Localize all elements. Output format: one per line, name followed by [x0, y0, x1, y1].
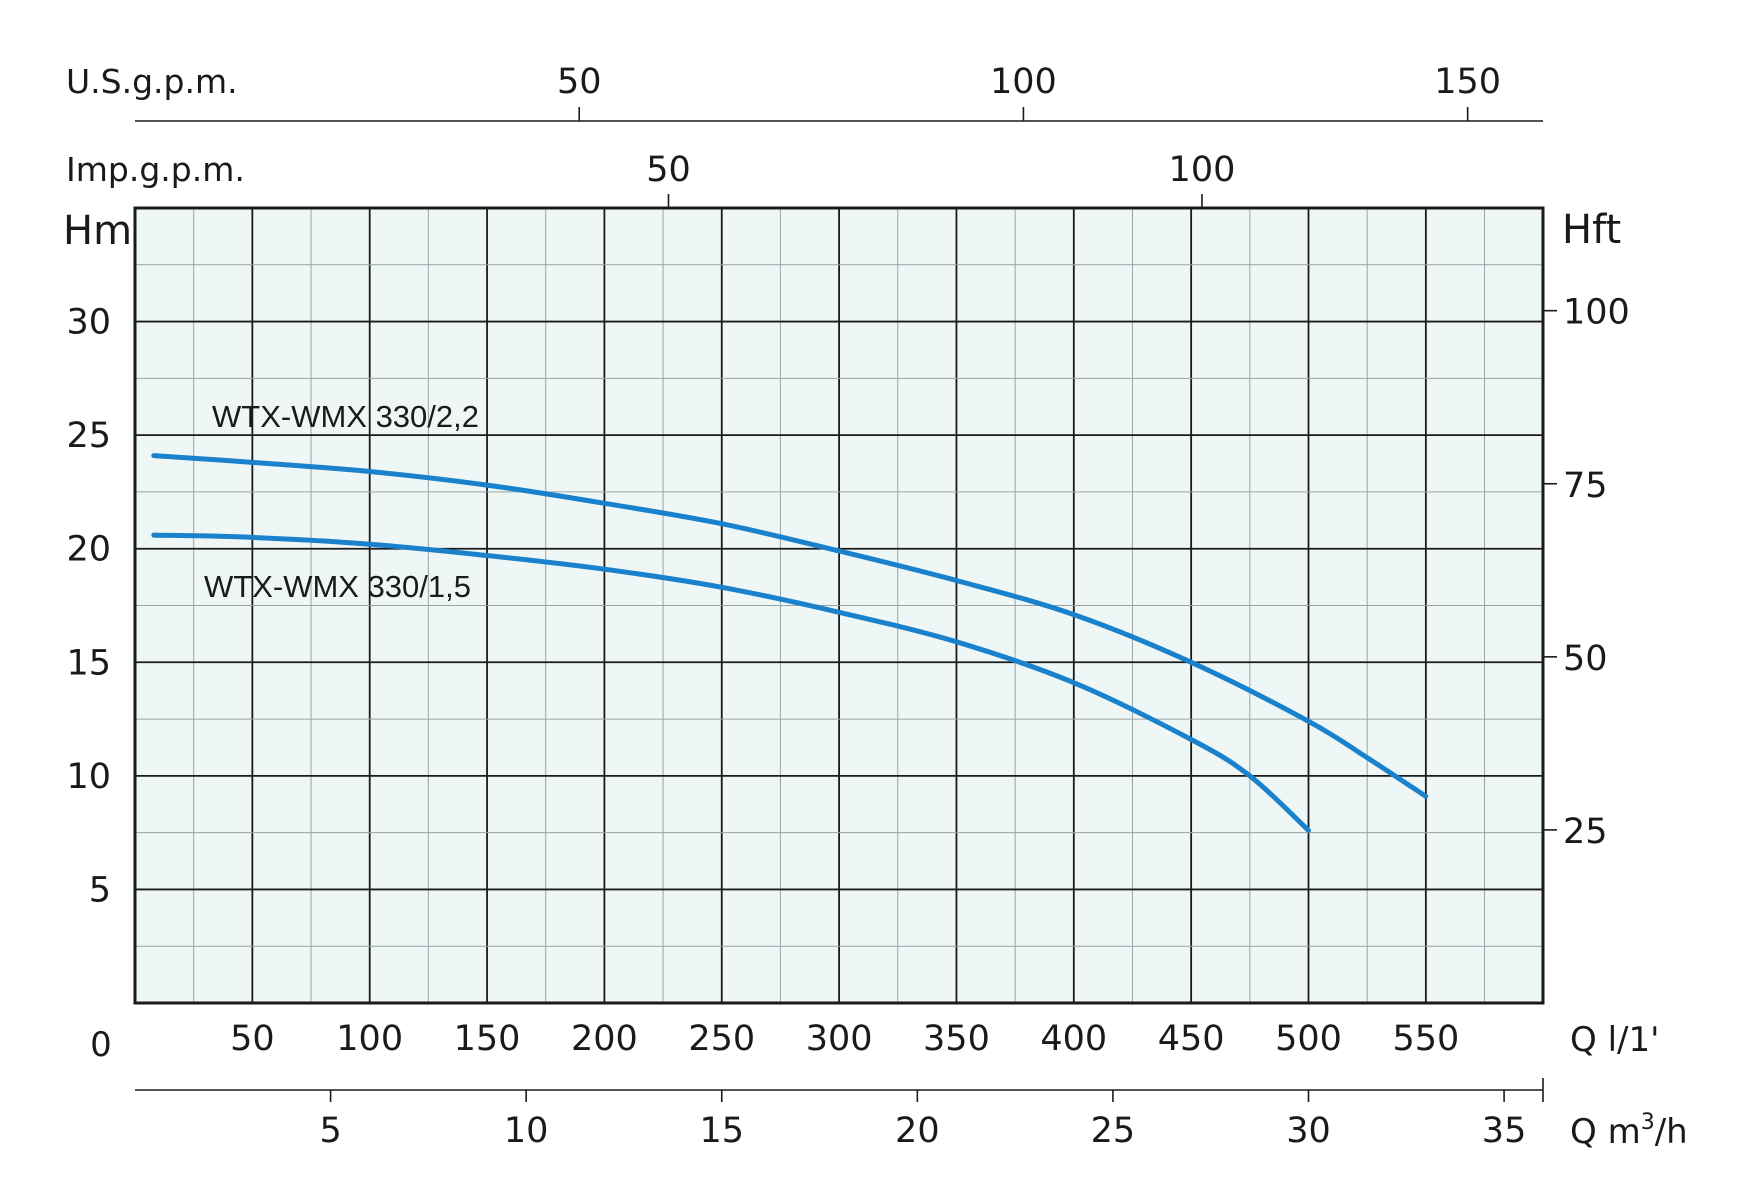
performance-curve-1 [151, 453, 1429, 799]
plot-frame [133, 206, 1545, 1005]
series-label-330-1-5: WTX-WMX 330/1,5 [204, 569, 471, 604]
m3h-tick-label: 5 [319, 1111, 341, 1151]
usgpm-tick-label: 50 [557, 62, 602, 102]
series-label-330-2-2: WTX-WMX 330/2,2 [212, 399, 479, 434]
top-usgpm-unit-label: U.S.g.p.m. [66, 62, 238, 101]
x-tick-label-lmin: 400 [1040, 1019, 1107, 1059]
m3h-unit-tail: /h [1655, 1112, 1688, 1152]
y-tick-label-hm: 10 [66, 757, 111, 797]
x-tick-label-lmin: 350 [923, 1019, 990, 1059]
origin-label: 0 [90, 1025, 112, 1065]
performance-curve-2 [151, 532, 1311, 833]
y-tick-label-hm: 20 [66, 530, 111, 570]
m3h-tick-label: 35 [1482, 1111, 1527, 1151]
curves [151, 453, 1429, 833]
bottom-secondary-unit-label: Q m3/h [1570, 1110, 1688, 1152]
x-tick-label-lmin: 150 [454, 1019, 521, 1059]
right-axis-unit-label: Hft [1562, 207, 1621, 253]
x-tick-label-lmin: 500 [1275, 1019, 1342, 1059]
m3h-unit-main: Q m [1570, 1112, 1641, 1152]
left-axis-unit-label: Hm [63, 208, 132, 254]
x-tick-label-lmin: 100 [336, 1019, 403, 1059]
m3h-unit-superscript: 3 [1641, 1110, 1655, 1135]
y-tick-label-hm: 25 [66, 416, 111, 456]
x-tick-label-lmin: 300 [806, 1019, 873, 1059]
x-tick-label-lmin: 550 [1392, 1019, 1459, 1059]
m3h-tick-label: 25 [1091, 1111, 1136, 1151]
y-tick-label-hft: 100 [1563, 293, 1630, 333]
m3h-tick-label: 10 [504, 1111, 549, 1151]
impgpm-tick-label: 50 [646, 150, 691, 190]
y-tick-label-hm: 5 [89, 870, 111, 910]
bottom-primary-unit-label: Q l/1' [1570, 1020, 1659, 1060]
m3h-tick-label: 15 [699, 1111, 744, 1151]
x-tick-label-lmin: 250 [688, 1019, 755, 1059]
top-impgpm-unit-label: Imp.g.p.m. [66, 150, 245, 189]
y-tick-label-hm: 30 [66, 303, 111, 343]
x-tick-label-lmin: 450 [1158, 1019, 1225, 1059]
x-tick-label-lmin: 50 [230, 1019, 275, 1059]
usgpm-tick-label: 100 [990, 62, 1057, 102]
y-tick-label-hft: 25 [1563, 812, 1608, 852]
y-tick-label-hft: 75 [1563, 466, 1608, 506]
m3h-tick-label: 30 [1286, 1111, 1331, 1151]
impgpm-tick-label: 100 [1169, 150, 1236, 190]
usgpm-tick-label: 150 [1434, 62, 1501, 102]
m3h-tick-label: 20 [895, 1111, 940, 1151]
y-tick-label-hm: 15 [66, 643, 111, 683]
y-tick-label-hft: 50 [1563, 639, 1608, 679]
x-tick-label-lmin: 200 [571, 1019, 638, 1059]
